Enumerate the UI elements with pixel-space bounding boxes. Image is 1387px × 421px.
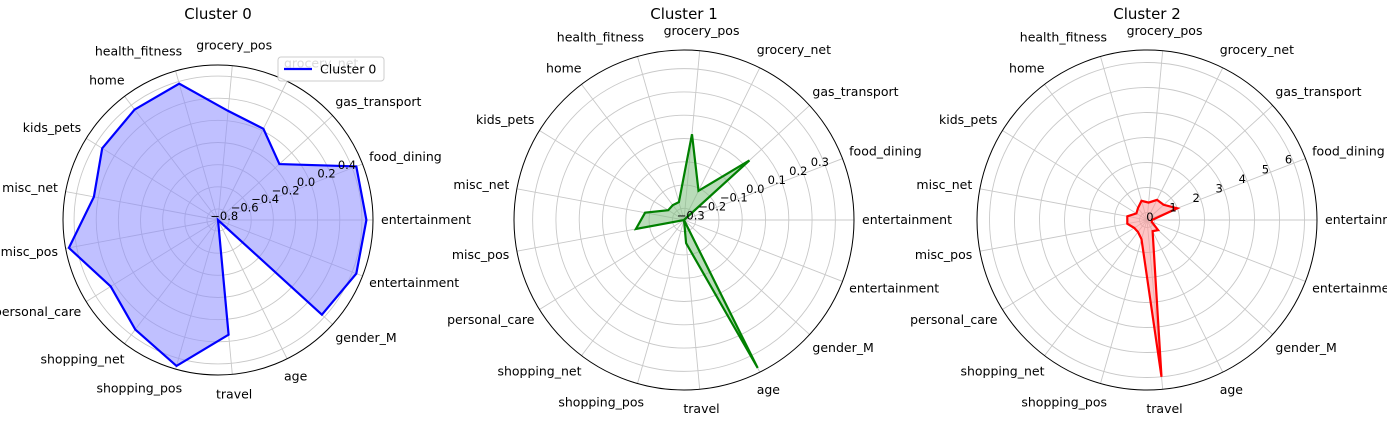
- category-label: entertainment: [849, 281, 939, 296]
- radial-tick-label: 6: [1285, 153, 1292, 167]
- radial-tick-label: 2: [1192, 191, 1199, 205]
- category-label: travel: [683, 401, 719, 416]
- category-label: food_dining: [369, 149, 442, 164]
- category-label: age: [1220, 382, 1244, 397]
- category-label: age: [284, 369, 308, 384]
- category-label: shopping_net: [960, 364, 1044, 379]
- radar-chart-1: entertainment food_dining gas_transport gro…: [447, 5, 952, 416]
- chart-title: Cluster 2: [1113, 5, 1181, 23]
- category-label: personal_care: [447, 312, 535, 327]
- category-label: health_fitness: [1020, 29, 1107, 44]
- category-label: home: [1009, 60, 1045, 75]
- radial-tick-label: −0.1: [720, 191, 748, 205]
- angular-gridline: [1147, 105, 1273, 220]
- category-label: age: [757, 382, 781, 397]
- angular-gridline: [582, 84, 684, 220]
- angular-gridline: [1147, 220, 1273, 335]
- angular-gridline: [1045, 84, 1147, 220]
- category-label: gender_M: [1275, 340, 1336, 355]
- radar-chart-2: entertainment food_dining gas_transport gro…: [910, 5, 1387, 416]
- category-label: misc_net: [2, 180, 58, 195]
- category-label: shopping_pos: [558, 395, 644, 410]
- radar-chart-0: entertainment food_dining gas_transport gro…: [0, 5, 471, 401]
- category-label: gas_transport: [1275, 84, 1361, 99]
- radial-tick-label: 0.1: [768, 173, 786, 187]
- radial-tick-label: 0.4: [338, 158, 356, 172]
- angular-gridline: [582, 220, 684, 356]
- radial-tick-label: −0.2: [272, 183, 300, 197]
- category-label: gender_M: [335, 330, 396, 345]
- category-label: gas_transport: [812, 84, 898, 99]
- category-label: misc_net: [453, 177, 509, 192]
- category-label: food_dining: [849, 143, 922, 158]
- category-label: entertainment: [862, 212, 952, 227]
- category-label: travel: [1146, 401, 1182, 416]
- category-label: shopping_pos: [1021, 395, 1107, 410]
- category-label: entertainment: [369, 275, 459, 290]
- radial-tick-label: 3: [1216, 181, 1223, 195]
- radial-tick-label: 0: [1146, 210, 1153, 224]
- category-label: misc_net: [916, 177, 972, 192]
- radial-tick-label: 0.0: [297, 175, 315, 189]
- category-label: gender_M: [812, 340, 873, 355]
- category-label: entertainment: [1312, 281, 1387, 296]
- category-label: shopping_net: [40, 352, 124, 367]
- radial-tick-label: 0.3: [811, 155, 829, 169]
- category-label: kids_pets: [476, 112, 534, 127]
- category-label: grocery_pos: [196, 38, 272, 53]
- category-label: shopping_net: [497, 364, 581, 379]
- category-label: grocery_pos: [1127, 23, 1203, 38]
- category-label: home: [89, 72, 125, 87]
- category-label: shopping_pos: [96, 380, 182, 395]
- category-label: grocery_pos: [664, 23, 740, 38]
- category-label: kids_pets: [939, 112, 997, 127]
- category-label: grocery_net: [757, 42, 831, 57]
- legend-label: Cluster 0: [320, 62, 376, 77]
- category-label: grocery_net: [1220, 42, 1294, 57]
- radial-tick-label: 0.0: [746, 182, 764, 196]
- category-label: gas_transport: [335, 94, 421, 109]
- category-label: health_fitness: [95, 44, 182, 59]
- angular-gridline: [1147, 51, 1163, 220]
- radial-tick-label: 0.2: [789, 164, 807, 178]
- angular-gridline: [1147, 68, 1223, 220]
- angular-gridline: [1045, 220, 1147, 356]
- category-label: entertainment: [381, 212, 471, 227]
- radial-tick-label: 4: [1239, 172, 1246, 186]
- category-label: personal_care: [0, 304, 82, 319]
- category-label: health_fitness: [557, 29, 644, 44]
- radial-tick-label: 5: [1262, 162, 1269, 176]
- chart-title: Cluster 1: [650, 5, 718, 23]
- radial-tick-label: 1: [1169, 201, 1176, 215]
- category-label: misc_pos: [915, 247, 972, 262]
- category-label: misc_pos: [452, 247, 509, 262]
- category-label: kids_pets: [23, 120, 81, 135]
- category-label: entertainment: [1325, 212, 1387, 227]
- category-label: personal_care: [910, 312, 998, 327]
- category-label: food_dining: [1312, 143, 1385, 158]
- category-label: home: [546, 60, 582, 75]
- category-label: misc_pos: [1, 244, 58, 259]
- chart-title: Cluster 0: [184, 5, 252, 23]
- category-label: travel: [216, 386, 252, 401]
- angular-gridline: [684, 220, 810, 335]
- radial-tick-label: 0.2: [317, 166, 335, 180]
